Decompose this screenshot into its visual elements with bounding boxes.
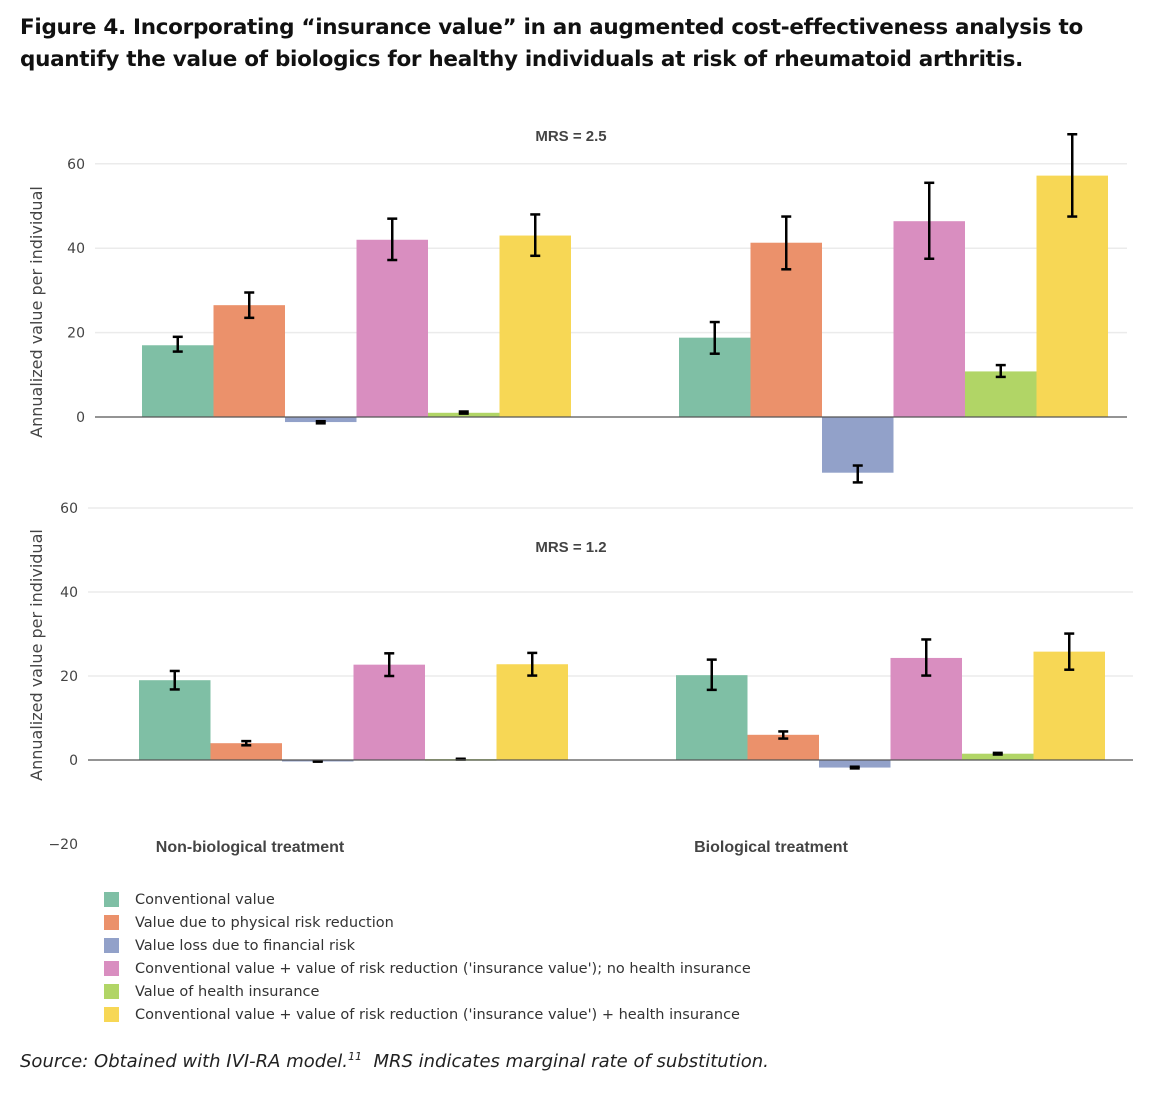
legend-item: Value due to physical risk reduction xyxy=(104,911,751,934)
bar xyxy=(428,412,500,417)
legend-swatch xyxy=(104,938,119,953)
legend-label: Conventional value + value of risk reduc… xyxy=(135,960,751,977)
legend: Conventional value Value due to physical … xyxy=(104,888,751,1026)
y-axis-label: Annualized value per individual xyxy=(27,186,46,438)
bar xyxy=(819,760,891,768)
bar xyxy=(353,664,425,760)
legend-swatch xyxy=(104,1007,119,1022)
x-category-label: Biological treatment xyxy=(694,839,848,856)
y-tick-label: 60 xyxy=(60,501,78,517)
y-tick-label: 40 xyxy=(67,241,85,257)
legend-label: Conventional value xyxy=(135,891,275,908)
bar xyxy=(356,239,428,417)
bar xyxy=(285,417,357,423)
source-ref: 11 xyxy=(348,1050,362,1063)
source-text: Obtained with IVI-RA model. xyxy=(94,1051,348,1072)
bar xyxy=(142,345,214,417)
legend-label: Value of health insurance xyxy=(135,983,320,1000)
bar xyxy=(750,242,822,417)
y-tick-label: 60 xyxy=(67,157,85,173)
x-category-label: Non-biological treatment xyxy=(156,839,345,856)
figure-title: Figure 4. Incorporating “insurance value… xyxy=(20,15,1083,72)
panel-title: MRS = 1.2 xyxy=(535,539,606,556)
bar xyxy=(965,371,1037,417)
y-tick-label: −20 xyxy=(48,837,78,853)
legend-item: Conventional value + value of risk reduc… xyxy=(104,957,751,980)
bar xyxy=(822,417,894,473)
bar-chart: 0 20 40 60 Annualized value per individual MR… xyxy=(27,128,1133,856)
y-tick-label: 20 xyxy=(60,669,78,685)
y-axis-label: Annualized value per individual xyxy=(27,529,46,781)
bar xyxy=(496,664,568,760)
legend-swatch xyxy=(104,961,119,976)
legend-swatch xyxy=(104,892,119,907)
legend-swatch xyxy=(104,984,119,999)
legend-label: Value loss due to financial risk xyxy=(135,937,355,954)
legend-item: Value loss due to financial risk xyxy=(104,934,751,957)
legend-item: Value of health insurance xyxy=(104,980,751,1003)
legend-item: Conventional value + value of risk reduc… xyxy=(104,1003,751,1026)
bar xyxy=(962,753,1034,760)
source-note: Source: Obtained with IVI-RA model.11 MR… xyxy=(20,1050,769,1072)
y-tick-label: 0 xyxy=(69,753,78,769)
bar xyxy=(210,743,282,760)
bar xyxy=(213,305,285,417)
source-label: Source: xyxy=(20,1051,89,1072)
legend-item: Conventional value xyxy=(104,888,751,911)
panel-title: MRS = 2.5 xyxy=(535,128,606,145)
bar xyxy=(499,235,571,417)
legend-label: Value due to physical risk reduction xyxy=(135,914,394,931)
source-abbrev-note: MRS indicates marginal rate of substitut… xyxy=(373,1051,769,1072)
y-tick-label: 0 xyxy=(76,410,85,426)
legend-label: Conventional value + value of risk reduc… xyxy=(135,1006,740,1023)
legend-swatch xyxy=(104,915,119,930)
y-tick-label: 20 xyxy=(67,326,85,342)
bar xyxy=(139,680,211,760)
y-tick-label: 40 xyxy=(60,585,78,601)
